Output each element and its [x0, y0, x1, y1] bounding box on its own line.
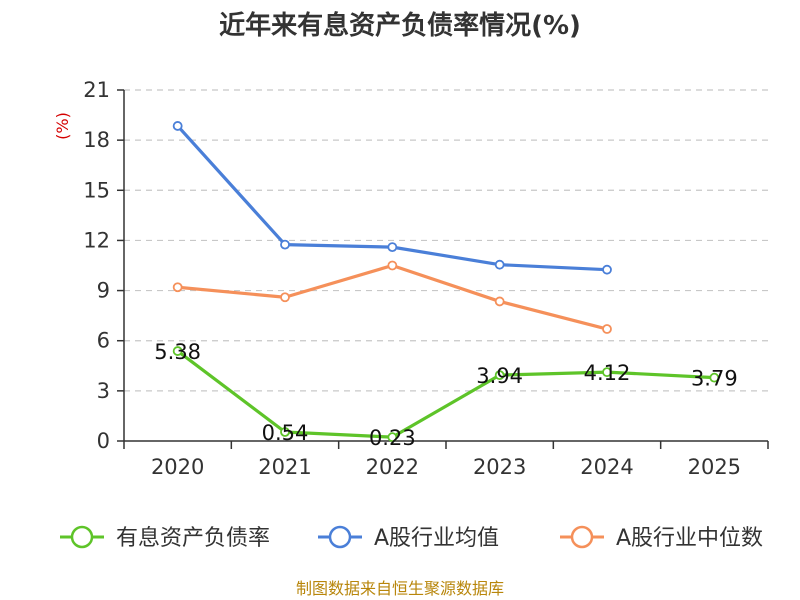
y-tick-label: 6	[97, 329, 110, 353]
data-point	[387, 432, 398, 443]
data-label: 4.12	[584, 361, 631, 385]
y-tick-label: 3	[97, 379, 110, 403]
data-label: 5.38	[154, 340, 201, 364]
series-2	[172, 260, 612, 334]
y-tick-label: 18	[83, 128, 110, 152]
data-label: 0.23	[369, 426, 416, 450]
x-tick-label: 2021	[258, 455, 311, 479]
data-point	[387, 260, 398, 271]
data-point	[172, 346, 183, 356]
data-point	[172, 282, 183, 293]
data-point	[494, 370, 505, 381]
y-axis-unit-label: (%)	[53, 112, 72, 140]
data-point	[387, 242, 398, 253]
data-point	[602, 367, 612, 378]
x-tick-label: 2023	[473, 455, 526, 479]
data-label: 3.79	[691, 367, 738, 391]
y-tick-label: 9	[97, 279, 110, 303]
x-tick-label: 2022	[366, 455, 419, 479]
legend-item-2[interactable]: A股行业中位数	[560, 525, 763, 551]
data-label: 0.54	[262, 421, 309, 445]
axes	[123, 90, 768, 442]
legend-label: A股行业均值	[374, 526, 499, 551]
legend-item-1[interactable]: A股行业均值	[318, 525, 499, 551]
data-label: 3.94	[476, 364, 523, 388]
data-point	[709, 372, 720, 383]
y-tick-label: 12	[83, 228, 110, 252]
series-group	[172, 121, 720, 443]
legend-label: 有息资产负债率	[116, 526, 270, 551]
data-point	[280, 239, 290, 250]
legend-label: A股行业中位数	[616, 526, 763, 551]
x-axis-ticks: 2020 2021 2022 2023 2024 2025	[123, 441, 769, 479]
legend-swatch-marker	[570, 525, 594, 549]
series-1	[172, 121, 612, 275]
data-labels: 5.38 0.54 0.23 3.94 4.12 3.79	[154, 340, 737, 450]
data-point	[172, 121, 183, 131]
source-note: 制图数据来自恒生聚源数据库	[296, 579, 504, 598]
y-tick-label: 21	[83, 78, 110, 102]
series-line	[176, 349, 715, 439]
legend-swatch-marker	[70, 525, 94, 549]
legend-swatch-marker	[328, 525, 352, 549]
data-point	[280, 427, 290, 437]
series-line	[177, 263, 608, 331]
y-axis-ticks: 0 3 6 9 12 15 18 21	[83, 78, 124, 453]
chart-title: 近年来有息资产负债率情况(%)	[219, 10, 581, 41]
data-point	[494, 296, 505, 307]
data-point	[494, 259, 505, 270]
legend: 有息资产负债率 A股行业均值 A股行业中位数	[60, 525, 763, 551]
series-0	[172, 346, 720, 443]
y-tick-label: 15	[83, 178, 110, 202]
y-tick-label: 0	[97, 429, 110, 453]
legend-item-0[interactable]: 有息资产负债率	[60, 525, 270, 551]
x-tick-label: 2025	[688, 455, 741, 479]
data-point	[602, 264, 612, 275]
grid-lines	[124, 89, 768, 392]
x-tick-label: 2024	[580, 455, 633, 479]
data-point	[280, 292, 290, 303]
data-point	[602, 324, 612, 334]
x-tick-label: 2020	[151, 455, 204, 479]
